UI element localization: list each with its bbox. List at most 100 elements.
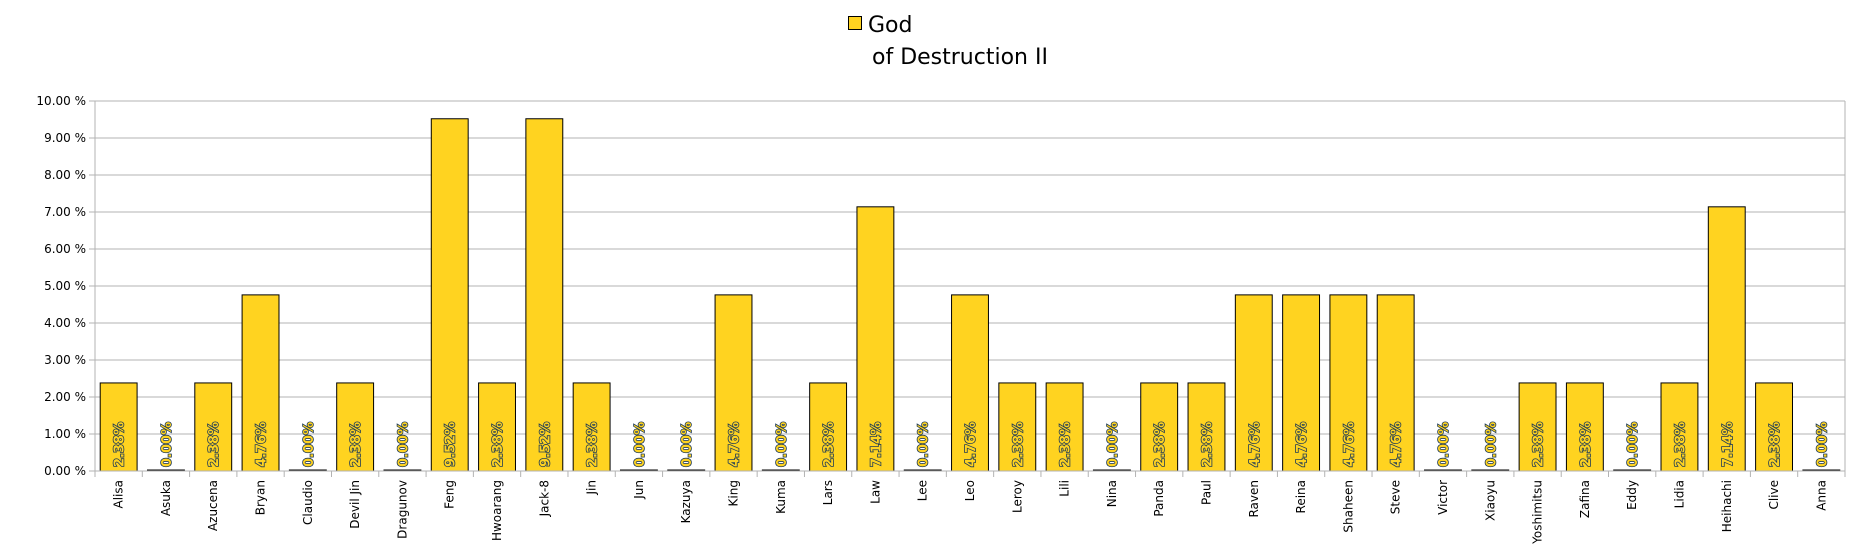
x-tick-label: Jin xyxy=(585,480,599,495)
y-tick-label: 8.00 % xyxy=(44,168,86,182)
x-tick-label: Lars xyxy=(821,480,835,505)
bar xyxy=(430,118,469,472)
data-label: 2.38% xyxy=(1532,422,1547,467)
data-label: 4.76% xyxy=(1390,422,1405,467)
data-label: 2.38% xyxy=(491,422,506,467)
data-label: 0.00% xyxy=(1815,422,1830,467)
y-tick-label: 2.00 % xyxy=(44,390,86,404)
data-label: 0.00% xyxy=(1437,422,1452,467)
x-tick-label: Feng xyxy=(443,480,457,509)
data-label: 0.00% xyxy=(917,422,932,467)
data-label: 2.38% xyxy=(1011,422,1026,467)
x-tick-label: Lidia xyxy=(1672,480,1686,508)
data-label: 0.00% xyxy=(160,422,175,467)
data-label: 0.00% xyxy=(1484,422,1499,467)
data-label: 0.00% xyxy=(1626,422,1641,467)
x-tick-label: King xyxy=(727,480,741,506)
x-tick-label: Clive xyxy=(1767,480,1781,510)
bar xyxy=(194,382,233,472)
legend-label: God of Destruction II xyxy=(868,10,1088,74)
bar xyxy=(525,118,564,472)
data-label: 2.38% xyxy=(1673,422,1688,467)
data-label: 2.38% xyxy=(1059,422,1074,467)
data-label: 2.38% xyxy=(822,422,837,467)
bar xyxy=(336,382,375,472)
x-axis: Alisa Asuka Azucena Bryan Claudio Devil Jin Dr… xyxy=(94,470,1846,545)
data-label: 7.14% xyxy=(869,422,884,467)
x-tick-label: Dragunov xyxy=(395,480,409,539)
x-tick-label: Reina xyxy=(1294,480,1308,513)
y-axis: 0.00 % 1.00 % 2.00 % 3.00 % 4.00 % 5.00 % 6.00… xyxy=(36,94,96,478)
data-label: 0.00% xyxy=(396,422,411,467)
legend-label-line-1: God xyxy=(868,13,913,38)
data-label: 2.38% xyxy=(1153,422,1168,467)
data-label: 0.00% xyxy=(302,422,317,467)
bar xyxy=(1565,382,1604,472)
x-tick-label: Paul xyxy=(1199,480,1213,505)
x-tick-label: Bryan xyxy=(254,480,268,515)
data-label: 2.38% xyxy=(207,422,222,467)
data-label: 2.38% xyxy=(1579,422,1594,467)
bar xyxy=(478,382,516,472)
legend-label-line-2: of Destruction II xyxy=(872,45,1048,70)
x-tick-label: Victor xyxy=(1436,480,1450,515)
data-label: 0.00% xyxy=(633,422,648,467)
y-tick-label: 10.00 % xyxy=(36,94,86,108)
bar xyxy=(714,294,753,472)
bar xyxy=(1518,382,1557,472)
x-tick-label: Steve xyxy=(1389,480,1403,514)
x-tick-label: Hwoarang xyxy=(490,480,504,541)
data-label: 4.76% xyxy=(728,422,743,467)
data-label: 0.00% xyxy=(1106,422,1121,467)
bar xyxy=(241,294,280,472)
bar xyxy=(1234,294,1273,472)
x-tick-label: Jun xyxy=(632,480,646,500)
x-tick-label: Kuma xyxy=(774,480,788,514)
x-tick-label: Alisa xyxy=(112,480,126,508)
data-label: 2.38% xyxy=(1200,422,1215,467)
x-tick-label: Nina xyxy=(1105,480,1119,507)
y-tick-label: 1.00 % xyxy=(44,427,86,441)
x-tick-label: Lili xyxy=(1058,480,1072,497)
data-label: 4.76% xyxy=(1295,422,1310,467)
bar xyxy=(998,382,1037,472)
data-label: 9.52% xyxy=(444,422,459,467)
data-label: 4.76% xyxy=(1248,422,1263,467)
y-tick-label: 6.00 % xyxy=(44,242,86,256)
bar xyxy=(951,294,989,472)
bar xyxy=(1282,294,1321,472)
y-tick-label: 3.00 % xyxy=(44,353,86,367)
x-tick-label: Eddy xyxy=(1625,480,1639,510)
x-tick-label: Heihachi xyxy=(1720,480,1734,532)
bar xyxy=(1045,382,1084,472)
bar xyxy=(1755,382,1794,472)
y-tick-label: 5.00 % xyxy=(44,279,86,293)
x-tick-label: Law xyxy=(868,480,882,504)
x-tick-label: Panda xyxy=(1152,480,1166,517)
x-tick-label: Claudio xyxy=(301,480,315,525)
x-tick-label: Leroy xyxy=(1010,480,1024,513)
y-tick-label: 9.00 % xyxy=(44,131,86,145)
x-tick-label: Kazuya xyxy=(679,480,693,523)
x-tick-label: Yoshimitsu xyxy=(1531,480,1545,545)
bar xyxy=(1660,382,1699,472)
x-tick-label: Leo xyxy=(963,480,977,501)
y-tick-label: 7.00 % xyxy=(44,205,86,219)
data-label: 0.00% xyxy=(775,422,790,467)
bars xyxy=(99,118,1841,472)
x-tick-label: Zafina xyxy=(1578,480,1592,518)
data-label: 2.38% xyxy=(113,422,128,467)
legend-swatch xyxy=(848,16,862,30)
data-label: 2.38% xyxy=(1768,422,1783,467)
y-tick-label: 4.00 % xyxy=(44,316,86,330)
x-tick-label: Asuka xyxy=(159,480,173,516)
bar xyxy=(572,382,611,472)
x-tick-label: Anna xyxy=(1814,480,1828,511)
data-labels: 2.38% 0.00% 2.38% 4.76% 0.00% 2.38% 0.00% 9.52%… xyxy=(112,421,1831,468)
data-label: 4.76% xyxy=(255,422,270,467)
x-tick-label: Lee xyxy=(916,480,930,501)
y-tick-label: 0.00 % xyxy=(44,464,86,478)
bar xyxy=(1376,294,1415,472)
bar xyxy=(1140,382,1179,472)
